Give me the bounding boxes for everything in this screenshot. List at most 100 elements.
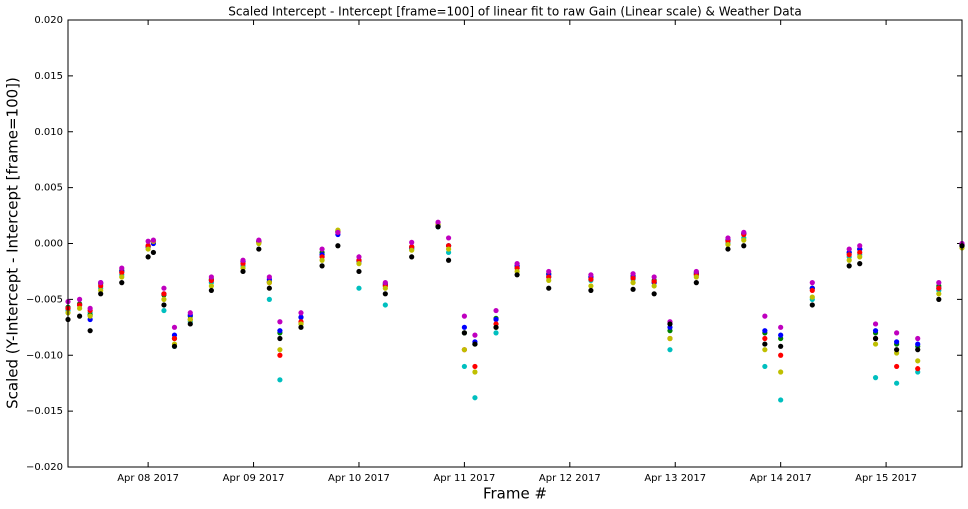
data-point [846, 246, 852, 252]
y-tick-label: 0.020 [34, 15, 63, 26]
data-point [846, 263, 852, 269]
data-point [335, 229, 341, 235]
data-point [171, 324, 178, 330]
data-point [435, 219, 441, 225]
data-point [445, 235, 452, 241]
data-point [356, 261, 362, 267]
data-point [725, 246, 731, 252]
data-point [872, 328, 879, 334]
x-tick-label: Apr 10 2017 [328, 473, 390, 484]
data-point [493, 307, 499, 314]
data-point [809, 302, 815, 308]
data-point [240, 268, 246, 275]
data-point [461, 363, 467, 370]
data-point [741, 243, 747, 249]
data-point [667, 347, 673, 353]
x-tick-label: Apr 15 2017 [855, 473, 917, 484]
data-point [809, 280, 815, 286]
data-point [161, 285, 167, 291]
data-point [693, 268, 699, 275]
data-point [409, 254, 415, 260]
data-point [725, 242, 731, 248]
data-point [630, 275, 636, 281]
data-point [356, 268, 362, 275]
data-point [382, 280, 388, 286]
x-tick-label: Apr 13 2017 [644, 473, 706, 484]
data-point [472, 369, 478, 375]
data-point [435, 224, 441, 230]
data-point [87, 305, 93, 311]
data-point [630, 271, 636, 277]
data-point [915, 341, 921, 347]
data-point [298, 314, 304, 320]
y-tick-label: 0.000 [34, 239, 63, 250]
data-point [651, 274, 657, 280]
data-point [119, 274, 125, 280]
data-point [208, 274, 214, 280]
data-point [119, 265, 125, 271]
data-point [588, 287, 594, 294]
data-point [762, 341, 768, 347]
data-point [187, 310, 193, 316]
data-point [277, 347, 283, 353]
data-point [319, 257, 325, 263]
data-point [382, 302, 388, 308]
data-point [667, 335, 673, 342]
y-tick-label: −0.020 [26, 462, 63, 473]
data-point [76, 313, 83, 319]
x-tick-label: Apr 12 2017 [539, 473, 601, 484]
data-point [493, 316, 499, 323]
y-tick-label: −0.005 [26, 294, 63, 305]
x-tick-label: Apr 09 2017 [223, 473, 285, 484]
data-point [356, 254, 362, 260]
y-tick-label: 0.015 [34, 71, 63, 82]
data-point [514, 261, 520, 267]
data-point [356, 285, 362, 291]
data-point [857, 254, 863, 260]
data-point [277, 377, 283, 383]
data-point [161, 302, 167, 308]
data-point [693, 274, 699, 280]
chart-title: Scaled Intercept - Intercept [frame=100]… [228, 5, 801, 19]
data-point [778, 332, 784, 338]
data-point [161, 307, 167, 314]
data-point [319, 246, 325, 252]
data-point [936, 280, 942, 286]
data-point [119, 269, 125, 276]
data-point [588, 272, 594, 278]
x-axis-label: Frame # [483, 485, 547, 503]
data-point [588, 283, 594, 289]
data-point [266, 296, 272, 302]
data-point [266, 274, 272, 280]
data-point [915, 347, 921, 353]
data-point [546, 268, 552, 275]
data-point [277, 328, 283, 334]
data-point [809, 287, 815, 294]
data-point [76, 305, 83, 311]
data-point [588, 276, 594, 282]
data-point [894, 339, 900, 345]
y-axis-label: Scaled (Y-Intercept - Intercept [frame=1… [4, 77, 22, 409]
data-point [319, 263, 325, 269]
data-point [382, 285, 388, 291]
data-point [171, 343, 178, 349]
data-point [76, 296, 83, 302]
data-point [87, 328, 93, 334]
data-point [461, 324, 467, 330]
data-point [894, 347, 900, 353]
data-point [741, 229, 747, 235]
data-point [161, 291, 167, 297]
data-point [382, 291, 388, 297]
data-point [894, 330, 900, 336]
data-point [894, 363, 900, 370]
data-point [171, 335, 178, 342]
data-point [472, 363, 478, 370]
x-tick-label: Apr 11 2017 [433, 473, 495, 484]
data-point [409, 239, 415, 245]
data-point [915, 366, 921, 372]
data-point [725, 235, 731, 241]
data-point [266, 280, 272, 286]
data-point [277, 335, 283, 342]
